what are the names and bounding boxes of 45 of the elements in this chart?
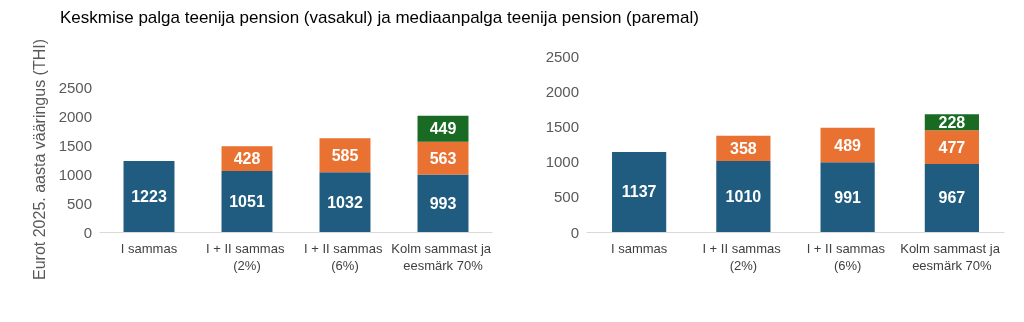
y-tick-label: 2500	[58, 78, 92, 96]
y-tick-label: 2500	[545, 47, 579, 65]
x-tick-label: I + II sammas (2%)	[702, 241, 785, 273]
data-label: 967	[938, 189, 966, 207]
data-label: 358	[730, 139, 757, 157]
data-label: 477	[938, 138, 966, 156]
y-tick-label: 0	[83, 223, 92, 241]
chart-title: Keskmise palga teenija pension (vasakul) ja mediaanpalga teenija pension (paremal)	[60, 8, 699, 27]
data-label: 449	[429, 120, 457, 138]
bar	[417, 174, 469, 232]
x-tick-label: I + II sammas (6%)	[304, 241, 386, 273]
y-axis-title: Eurot 2025. aasta vääringus (THI)	[31, 39, 49, 281]
data-label: 428	[233, 150, 261, 168]
x-tick-label: I + II sammas (6%)	[806, 241, 889, 273]
y-tick-label: 1500	[545, 117, 579, 135]
data-label: 228	[938, 113, 966, 131]
y-tick-label: 0	[570, 223, 579, 241]
data-label: 585	[331, 146, 359, 164]
y-tick-label: 500	[553, 188, 579, 206]
data-label: 1032	[327, 193, 363, 211]
x-tick-label: I + II sammas (2%)	[206, 241, 288, 273]
y-tick-label: 2000	[545, 82, 579, 100]
y-tick-label: 1000	[58, 165, 92, 183]
data-label: 563	[429, 149, 457, 167]
data-label: 1051	[229, 193, 265, 211]
data-label: 1010	[725, 187, 762, 205]
data-label: 1137	[621, 183, 657, 201]
bar	[716, 160, 771, 232]
data-label: 489	[834, 136, 862, 154]
data-label: 1223	[131, 188, 167, 206]
bar	[612, 151, 667, 232]
bar	[924, 163, 979, 232]
y-tick-label: 2000	[58, 107, 92, 125]
bar	[123, 161, 175, 232]
data-label: 993	[429, 194, 457, 212]
x-tick-label: Kolm sammast ja eesmärk 70%	[391, 241, 495, 273]
x-tick-label: I sammas	[610, 241, 668, 256]
bar	[820, 162, 875, 232]
y-tick-label: 500	[66, 194, 92, 212]
y-tick-label: 1500	[58, 136, 92, 154]
y-tick-label: 1000	[545, 153, 579, 171]
data-label: 991	[834, 188, 862, 206]
x-tick-label: Kolm sammast ja eesmärk 70%	[900, 241, 1004, 273]
x-tick-label: I sammas	[120, 241, 178, 256]
bar	[924, 130, 979, 164]
